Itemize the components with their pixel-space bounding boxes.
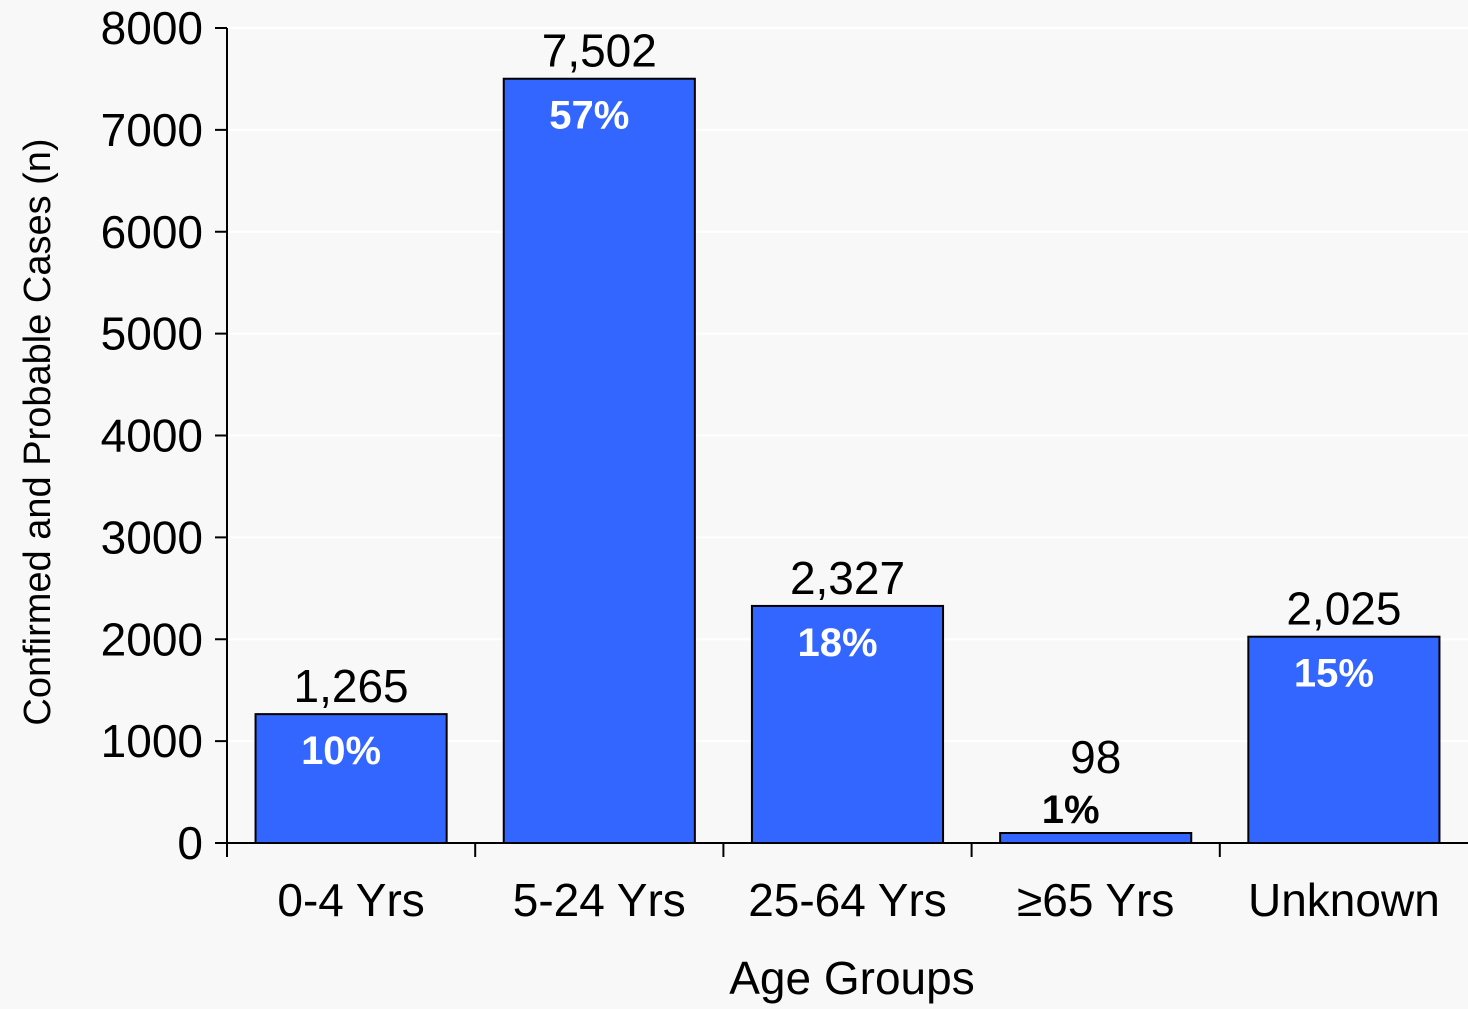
x-tick-label: 5-24 Yrs	[513, 874, 686, 926]
value-label: 98	[1070, 731, 1121, 783]
value-label: 1,265	[294, 660, 409, 712]
y-tick-label: 7000	[101, 104, 203, 156]
bar	[999, 832, 1193, 844]
x-tick-label: 25-64 Yrs	[748, 874, 947, 926]
bar	[750, 604, 945, 845]
axes: 0 1000 2000 3000 4000 5000 6000 7000 8000	[101, 2, 1468, 869]
x-tick-label: 0-4 Yrs	[277, 874, 424, 926]
y-tick-label: 1000	[101, 715, 203, 767]
bar	[502, 77, 696, 844]
y-tick-label: 4000	[101, 410, 203, 462]
data-labels: 1,265 10% 0-4 Yrs 7,502 57% 5-24 Yrs 2,327 18% 2…	[277, 25, 1439, 926]
x-tick-label: ≥65 Yrs	[1017, 874, 1174, 926]
y-axis-title: Confirmed and Probable Cases (n)	[17, 138, 59, 725]
y-tick-label: 3000	[101, 511, 203, 563]
bar	[254, 713, 448, 844]
percent-label: 57%	[549, 94, 629, 138]
y-tick-label: 2000	[101, 613, 203, 665]
percent-label: 1%	[1042, 788, 1100, 832]
y-tick-label: 8000	[101, 2, 203, 54]
percent-label: 10%	[301, 729, 381, 773]
value-label: 2,327	[790, 552, 905, 604]
grid-lines	[227, 27, 1468, 743]
percent-label: 15%	[1294, 652, 1374, 696]
value-label: 2,025	[1286, 583, 1401, 635]
y-tick-label: 5000	[101, 308, 203, 360]
y-tick-label: 0	[177, 817, 203, 869]
y-tick-label: 6000	[101, 206, 203, 258]
value-label: 7,502	[542, 25, 657, 77]
bar	[1247, 635, 1441, 844]
x-axis-title: Age Groups	[729, 952, 974, 1004]
percent-label: 18%	[797, 621, 877, 665]
x-tick-label: Unknown	[1248, 874, 1440, 926]
bars	[254, 77, 1441, 845]
